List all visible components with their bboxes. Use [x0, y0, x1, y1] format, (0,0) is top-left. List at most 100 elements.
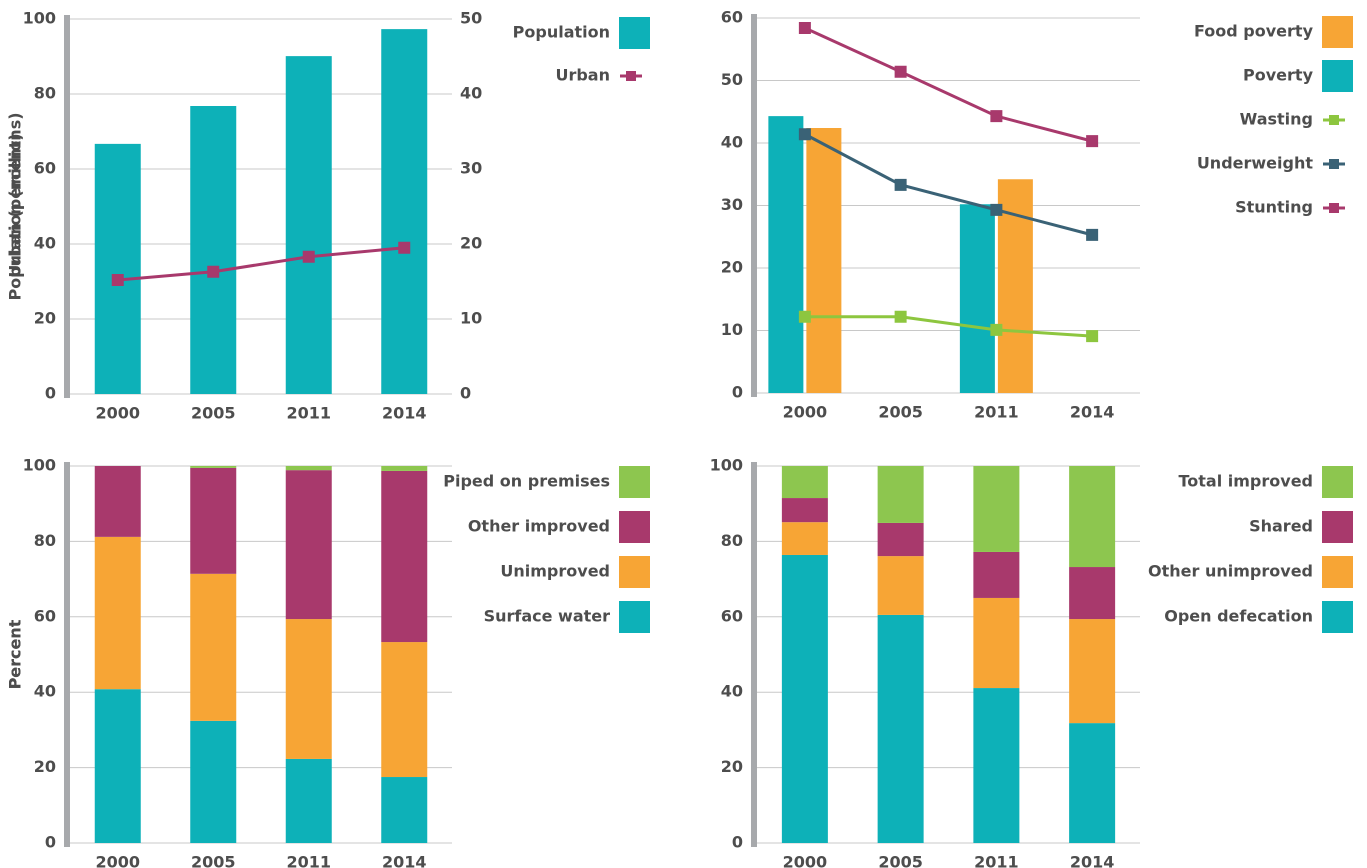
marker [798, 22, 811, 34]
y2-tick-label: 10 [460, 309, 482, 328]
y-tick-label: 50 [721, 70, 743, 89]
bar-segment [285, 619, 332, 759]
legend-swatch [1322, 466, 1353, 498]
bar-segment [781, 554, 828, 843]
bar [806, 128, 842, 393]
x-tick-label: 2005 [878, 853, 923, 868]
legend-marker [626, 71, 636, 81]
bar-segment [973, 597, 1020, 689]
x-tick-label: 2011 [974, 853, 1019, 868]
y-tick-label: 60 [721, 606, 743, 625]
bar-segment [285, 466, 332, 471]
bar-segment [190, 467, 237, 574]
y2-tick-label: 30 [460, 159, 482, 178]
bar [381, 29, 428, 394]
legend-label: Other improved [468, 517, 610, 536]
x-tick-label: 2014 [382, 853, 427, 868]
y2-tick-label: 40 [460, 84, 482, 103]
bar-segment [877, 556, 924, 615]
legend-label: Total improved [1178, 472, 1313, 491]
x-tick-label: 2005 [191, 853, 236, 868]
bar-segment [973, 688, 1020, 843]
y-tick-label: 100 [23, 9, 56, 28]
marker [1086, 228, 1099, 241]
x-tick-label: 2000 [95, 404, 140, 423]
legend-swatch [1322, 60, 1353, 92]
x-tick-label: 2000 [783, 853, 828, 868]
bar-segment [94, 536, 141, 690]
y-axis [64, 15, 70, 398]
bar-segment [381, 466, 428, 471]
bar-segment [190, 573, 237, 721]
line [117, 246, 405, 282]
legend-swatch [1322, 16, 1353, 48]
y-tick-label: 60 [721, 8, 743, 27]
y-tick-label: 60 [34, 159, 56, 178]
legend-swatch [619, 556, 650, 588]
x-tick-label: 2014 [1070, 853, 1115, 868]
bar-segment [381, 777, 428, 843]
y-tick-label: 40 [721, 682, 743, 701]
y-tick-label: 30 [721, 195, 743, 214]
y2-tick-label: 0 [460, 384, 471, 403]
x-tick-label: 2005 [878, 403, 923, 422]
legend-swatch [1322, 601, 1353, 633]
bar-segment [877, 614, 924, 843]
y-tick-label: 80 [34, 84, 56, 103]
x-tick-label: 2000 [95, 853, 140, 868]
legend-label: Urban [555, 66, 610, 85]
x-tick-label: 2014 [1070, 403, 1115, 422]
bar [959, 204, 995, 393]
y-tick-label: 100 [23, 456, 56, 475]
marker [1086, 330, 1099, 343]
bar-segment [1069, 619, 1116, 724]
marker [894, 310, 907, 323]
legend-swatch [619, 601, 650, 633]
line [804, 26, 1093, 143]
marker [798, 310, 811, 323]
legend-label: Unimproved [500, 562, 610, 581]
bar-segment [877, 522, 924, 557]
bar-segment [285, 470, 332, 620]
marker [798, 128, 811, 141]
legend-swatch [619, 466, 650, 498]
bar-segment [190, 466, 237, 468]
bar-segment [973, 466, 1020, 552]
legend-label: Piped on premises [443, 472, 610, 491]
y-tick-label: 40 [34, 682, 56, 701]
marker [111, 274, 124, 286]
bar-segment [94, 466, 141, 537]
x-tick-label: 2005 [191, 404, 236, 423]
legend-label: Food poverty [1194, 22, 1314, 41]
legend-label: Surface water [484, 607, 611, 626]
x-tick-label: 2011 [286, 853, 331, 868]
marker [894, 178, 907, 191]
bar-segment [781, 522, 828, 555]
y-tick-label: 80 [34, 531, 56, 550]
marker [207, 265, 220, 278]
bar-segment [973, 551, 1020, 598]
marker [398, 241, 411, 254]
legend-marker [1329, 115, 1339, 125]
y-axis-label: Percent [6, 619, 25, 689]
y-tick-label: 0 [732, 833, 743, 852]
legend-label: Other unimproved [1148, 562, 1313, 581]
marker [990, 203, 1003, 216]
legend-label: Stunting [1235, 198, 1313, 217]
y-axis [751, 462, 757, 847]
y-axis [751, 14, 757, 397]
x-tick-label: 2014 [382, 404, 427, 423]
marker [894, 65, 907, 78]
y-tick-label: 20 [34, 757, 56, 776]
bar-segment [94, 689, 141, 843]
legend-label: Poverty [1243, 66, 1314, 85]
bar [285, 56, 332, 394]
y-axis-label: Population (millions) [6, 112, 25, 300]
y-tick-label: 40 [34, 234, 56, 253]
legend-marker [1329, 159, 1339, 169]
y2-tick-label: 20 [460, 234, 482, 253]
legend-swatch [1322, 556, 1353, 588]
bar-segment [190, 720, 237, 843]
legend-label: Shared [1249, 517, 1313, 536]
bar-segment [877, 466, 924, 523]
